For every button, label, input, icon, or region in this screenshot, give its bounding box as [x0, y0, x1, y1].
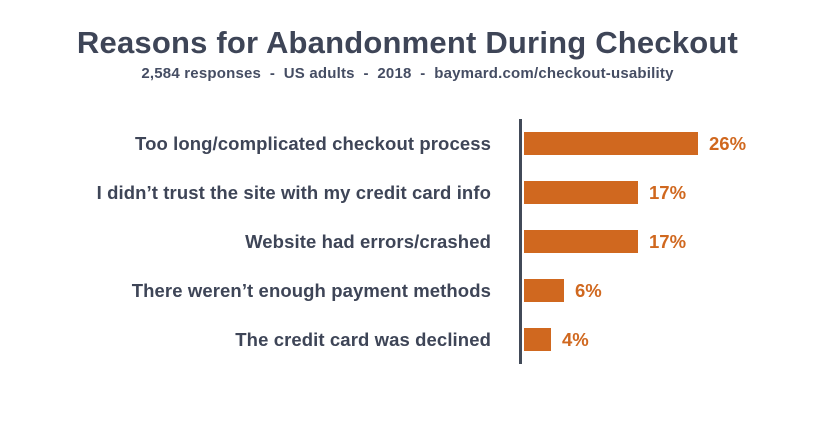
value-label: 6% [575, 279, 602, 301]
value-bar [524, 328, 551, 352]
value-label: 26% [709, 132, 747, 154]
bar-row: 4% [524, 315, 746, 364]
category-label: Too long/complicated checkout process [135, 132, 491, 154]
bar-row: 6% [524, 266, 746, 315]
category-label: The credit card was declined [235, 328, 491, 350]
value-bar [524, 132, 698, 156]
bar-row: 26% [524, 119, 746, 168]
category-label: Website had errors/crashed [245, 230, 491, 252]
value-bar [524, 230, 638, 254]
category-label-column: Too long/complicated checkout process I … [0, 119, 491, 364]
bars-column-with-axis: 26% 17% 17% 6% 4% [519, 119, 746, 365]
value-bar [524, 279, 564, 303]
category-label: I didn’t trust the site with my credit c… [96, 181, 491, 203]
bar-row: 17% [524, 217, 746, 266]
bar-chart: Too long/complicated checkout process I … [0, 119, 815, 365]
value-bar [524, 181, 638, 205]
value-label: 17% [649, 181, 687, 203]
chart-title: Reasons for Abandonment During Checkout [76, 25, 739, 60]
bar-row: 17% [524, 168, 746, 217]
value-label: 17% [649, 230, 687, 252]
category-label: There weren’t enough payment methods [131, 279, 491, 301]
value-label: 4% [562, 328, 589, 350]
chart-subtitle: 2,584 responses - US adults - 2018 - bay… [141, 65, 674, 83]
